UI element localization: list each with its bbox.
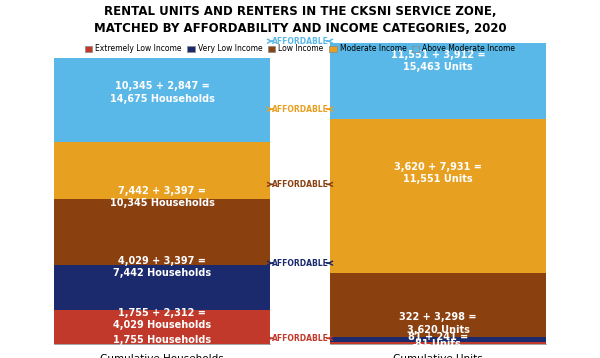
Bar: [54, 142, 270, 344]
Bar: [330, 119, 546, 344]
Text: AFFORDABLE: AFFORDABLE: [272, 105, 328, 114]
Text: Cumulative Households
(By Income Bracket): Cumulative Households (By Income Bracket…: [100, 354, 224, 358]
Bar: [54, 58, 270, 344]
Text: 81 + 241 =
322 Units: 81 + 241 = 322 Units: [408, 332, 468, 354]
Text: AFFORDABLE: AFFORDABLE: [272, 180, 328, 189]
Bar: [330, 273, 546, 344]
Bar: [330, 43, 546, 344]
Text: 81 Units: 81 Units: [415, 339, 461, 349]
Bar: [54, 310, 270, 344]
Text: 11,551 + 3,912 =
15,463 Units: 11,551 + 3,912 = 15,463 Units: [391, 50, 485, 72]
Legend: Extremely Low Income, Very Low Income, Low Income, Moderate Income, Above Modera: Extremely Low Income, Very Low Income, L…: [82, 42, 518, 57]
Text: 322 + 3,298 =
3,620 Units: 322 + 3,298 = 3,620 Units: [399, 313, 477, 335]
Text: 1,755 Households: 1,755 Households: [113, 335, 211, 345]
Text: 3,620 + 7,931 =
11,551 Units: 3,620 + 7,931 = 11,551 Units: [394, 162, 482, 184]
Text: AFFORDABLE: AFFORDABLE: [272, 258, 328, 268]
Text: 10,345 + 2,847 =
14,675 Households: 10,345 + 2,847 = 14,675 Households: [110, 81, 214, 104]
Text: 4,029 + 3,397 =
7,442 Households: 4,029 + 3,397 = 7,442 Households: [113, 256, 211, 278]
Text: Cumulative Units
(By Affordability Category): Cumulative Units (By Affordability Categ…: [368, 354, 508, 358]
Text: RENTAL UNITS AND RENTERS IN THE CKSNI SERVICE ZONE,
MATCHED BY AFFORDABILITY AND: RENTAL UNITS AND RENTERS IN THE CKSNI SE…: [94, 5, 506, 35]
Text: AFFORDABLE: AFFORDABLE: [272, 37, 328, 46]
Text: AFFORDABLE: AFFORDABLE: [272, 334, 328, 343]
Text: 7,442 + 3,397 =
10,345 Households: 7,442 + 3,397 = 10,345 Households: [110, 185, 214, 208]
Bar: [54, 199, 270, 344]
Bar: [54, 265, 270, 344]
Bar: [330, 338, 546, 344]
Text: 1,755 + 2,312 =
4,029 Households: 1,755 + 2,312 = 4,029 Households: [113, 308, 211, 330]
Bar: [330, 342, 546, 344]
